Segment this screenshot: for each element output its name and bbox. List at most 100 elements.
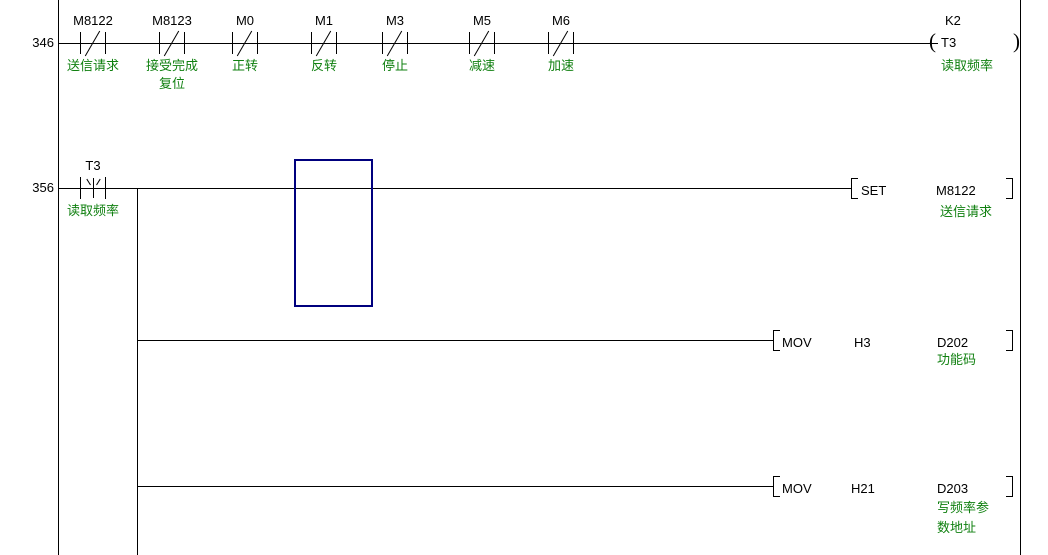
contact-device-label-t3: T3	[85, 158, 101, 173]
contact-bar-left	[548, 32, 549, 54]
contact-comment-m8122: 送信请求	[66, 58, 119, 73]
instruction-bracket-close-set	[1006, 178, 1013, 199]
normally-closed-slash	[236, 30, 253, 57]
instruction-comment-mov-h21-line2: 数地址	[937, 520, 977, 535]
contact-bar-left	[80, 177, 81, 199]
branch-bus-vertical	[137, 188, 138, 555]
contact-bar-left	[382, 32, 383, 54]
normally-closed-slash	[315, 30, 332, 57]
instruction-comment-mov-h3-line1: 功能码	[937, 352, 977, 367]
coil-t3-close: )	[1013, 29, 1031, 57]
instruction-operand2-mov-d203[interactable]: D203	[937, 481, 969, 496]
normally-closed-slash	[163, 30, 180, 57]
contact-comment-m8123-line2: 复位	[158, 76, 185, 91]
bracket-side	[773, 476, 774, 497]
branch-wire-mov-h21	[137, 486, 773, 487]
bracket-side	[1012, 178, 1013, 199]
rising-edge-arrow-icon	[86, 178, 101, 198]
instruction-operand-set-m8122[interactable]: M8122	[936, 183, 976, 198]
contact-comment-m1: 反转	[310, 58, 337, 73]
instruction-operand2-mov-d202[interactable]: D202	[937, 335, 969, 350]
contact-m1[interactable]	[311, 30, 337, 57]
contact-comment-t3: 读取频率	[66, 203, 119, 218]
contact-device-label-m6: M6	[551, 13, 571, 28]
bracket-top	[1006, 178, 1013, 179]
contact-m6[interactable]	[548, 30, 574, 57]
contact-comment-m8123-line1: 接受完成	[145, 58, 198, 73]
contact-m8122[interactable]	[80, 30, 106, 57]
bracket-side	[1012, 476, 1013, 497]
contact-device-label-m5: M5	[472, 13, 492, 28]
contact-bar-left	[232, 32, 233, 54]
contact-bar-left	[80, 32, 81, 54]
normally-closed-slash	[473, 30, 490, 57]
bracket-top	[773, 476, 780, 477]
bracket-bottom	[1006, 496, 1013, 497]
contact-bar-right	[105, 32, 106, 54]
bracket-side	[773, 330, 774, 351]
arrow-head-right	[96, 178, 101, 186]
normally-closed-slash	[84, 30, 101, 57]
bracket-top	[851, 178, 858, 179]
bracket-bottom	[851, 198, 858, 199]
contact-bar-right	[336, 32, 337, 54]
instruction-name-mov-h3[interactable]: MOV	[782, 335, 812, 350]
contact-bar-left	[159, 32, 160, 54]
contact-comment-m0: 正转	[231, 58, 258, 73]
coil-comment-t3: 读取频率	[940, 58, 993, 73]
instruction-operand1-mov-h3[interactable]: H3	[854, 335, 871, 350]
contact-bar-left	[469, 32, 470, 54]
arrow-head-left	[86, 178, 91, 186]
instruction-name-mov-h21[interactable]: MOV	[782, 481, 812, 496]
contact-m8123[interactable]	[159, 30, 185, 57]
instruction-comment-mov-h21-line1: 写频率参	[937, 500, 990, 515]
rung-346-wire	[58, 43, 938, 44]
contact-m5[interactable]	[469, 30, 495, 57]
bracket-bottom	[1006, 198, 1013, 199]
contact-m0[interactable]	[232, 30, 258, 57]
instruction-comment-set-line1: 送信请求	[940, 204, 993, 219]
rung-number-346: 346	[32, 35, 54, 50]
bracket-bottom	[773, 350, 780, 351]
instruction-bracket-open-mov-h3	[773, 330, 780, 351]
contact-device-label-m3: M3	[385, 13, 405, 28]
coil-device-label-t3: T3	[941, 35, 957, 50]
contact-comment-m5: 减速	[468, 58, 495, 73]
bracket-side	[1012, 330, 1013, 351]
contact-bar-right	[407, 32, 408, 54]
instruction-name-set[interactable]: SET	[861, 183, 887, 198]
contact-bar-right	[257, 32, 258, 54]
contact-device-label-m8122: M8122	[73, 13, 113, 28]
coil-t3[interactable]: (	[929, 29, 947, 57]
contact-t3-rising-edge[interactable]	[80, 177, 106, 199]
contact-device-label-m0: M0	[235, 13, 255, 28]
contact-bar-right	[494, 32, 495, 54]
left-power-rail	[58, 0, 59, 555]
contact-bar-right	[105, 177, 106, 199]
instruction-operand1-mov-h21[interactable]: H21	[851, 481, 875, 496]
branch-wire-mov-h3	[137, 340, 773, 341]
bracket-bottom	[1006, 350, 1013, 351]
selection-rectangle[interactable]	[294, 159, 373, 307]
coil-right-paren: )	[1013, 29, 1020, 53]
contact-device-label-m8123: M8123	[152, 13, 192, 28]
coil-left-paren: (	[929, 29, 936, 53]
instruction-bracket-open-mov-h21	[773, 476, 780, 497]
arrow-shaft	[93, 178, 94, 198]
bracket-top	[773, 330, 780, 331]
rung-number-356: 356	[32, 180, 54, 195]
normally-closed-slash	[386, 30, 403, 57]
contact-bar-right	[184, 32, 185, 54]
instruction-bracket-close-mov-h21	[1006, 476, 1013, 497]
bracket-bottom	[773, 496, 780, 497]
bracket-top	[1006, 330, 1013, 331]
contact-comment-m6: 加速	[547, 58, 574, 73]
instruction-bracket-close-mov-h3	[1006, 330, 1013, 351]
instruction-bracket-open-set	[851, 178, 858, 199]
contact-device-label-m1: M1	[314, 13, 334, 28]
contact-m3[interactable]	[382, 30, 408, 57]
contact-bar-left	[311, 32, 312, 54]
coil-preset-label-k2: K2	[945, 13, 961, 28]
right-power-rail	[1020, 0, 1021, 555]
